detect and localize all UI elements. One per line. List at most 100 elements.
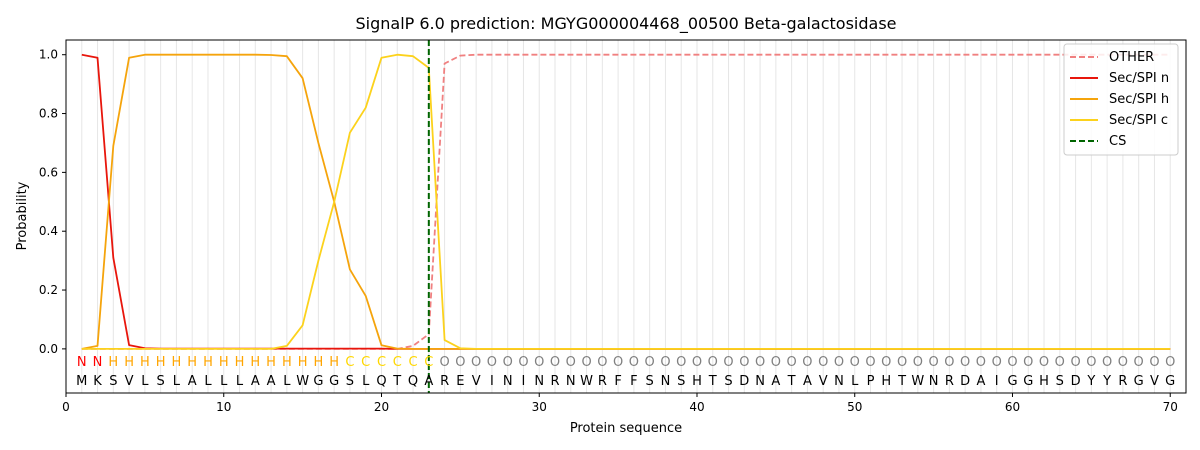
region-label: O (503, 355, 513, 370)
sequence-letter: T (787, 374, 796, 389)
sequence-letter: G (1007, 374, 1017, 389)
region-label: O (960, 355, 970, 370)
region-label: H (108, 355, 118, 370)
region-label: O (629, 355, 639, 370)
sequence-letter: N (755, 374, 765, 389)
region-label: O (850, 355, 860, 370)
region-label: O (581, 355, 591, 370)
x-tick-label: 50 (847, 400, 862, 414)
sequence-letter: F (614, 374, 621, 389)
sequence-letter: P (867, 374, 875, 389)
region-label: O (1007, 355, 1017, 370)
region-label: O (550, 355, 560, 370)
region-label: O (1134, 355, 1144, 370)
region-label: C (345, 355, 354, 370)
sequence-letter: L (283, 374, 291, 389)
y-tick-label: 0.0 (39, 342, 58, 356)
sequence-letter: A (251, 374, 260, 389)
sequence-letter: G (1134, 374, 1144, 389)
sequence-letter: A (976, 374, 985, 389)
y-tick-label: 0.6 (39, 165, 58, 179)
region-label: O (881, 355, 891, 370)
y-tick-label: 0.8 (39, 107, 58, 121)
sequence-letter: L (204, 374, 212, 389)
region-label: C (424, 355, 433, 370)
sequence-letter: S (346, 374, 354, 389)
sequence-letter: G (313, 374, 323, 389)
sequence-letter: D (1071, 374, 1081, 389)
legend: OTHER Sec/SPI n Sec/SPI h Sec/SPI c CS (1063, 43, 1179, 156)
region-label: H (203, 355, 213, 370)
region-label: O (865, 355, 875, 370)
legend-label: CS (1109, 134, 1126, 149)
region-label: O (1165, 355, 1175, 370)
region-label: H (219, 355, 229, 370)
region-label: C (377, 355, 386, 370)
sequence-letter: L (173, 374, 181, 389)
region-label: O (1070, 355, 1080, 370)
x-tick-label: 30 (532, 400, 547, 414)
region-label: H (124, 355, 134, 370)
sequence-letter: N (661, 374, 671, 389)
region-label: O (976, 355, 986, 370)
region-label: O (708, 355, 718, 370)
region-label: O (518, 355, 528, 370)
region-label: O (676, 355, 686, 370)
region-label: O (439, 355, 449, 370)
sequence-letter: E (456, 374, 464, 389)
region-label: O (897, 355, 907, 370)
region-label: H (140, 355, 150, 370)
sequence-letter: I (490, 374, 494, 389)
series-line-sec-spi-h (81, 53, 1171, 350)
x-tick-label: 0 (62, 400, 70, 414)
region-label: O (913, 355, 923, 370)
legend-label: OTHER (1109, 50, 1154, 65)
region-label: O (597, 355, 607, 370)
sequence-letter: Y (1086, 374, 1095, 389)
legend-label: Sec/SPI h (1109, 92, 1169, 107)
sequence-letter: D (739, 374, 749, 389)
sequence-letter: M (76, 374, 87, 389)
sequence-letter: V (819, 374, 828, 389)
region-label: O (771, 355, 781, 370)
region-label: H (250, 355, 260, 370)
region-label: O (802, 355, 812, 370)
y-tick-label: 1.0 (39, 48, 58, 62)
sequence-letter: W (911, 374, 924, 389)
region-label: O (1149, 355, 1159, 370)
sequence-letter: A (267, 374, 276, 389)
region-label: O (1118, 355, 1128, 370)
sequence-letter: A (803, 374, 812, 389)
plot-area: NMNKHSHVHLHSHLHAHLHLHLHAHAHLHWHGHGCSCLCQ… (39, 39, 1187, 414)
sequence-letter: F (630, 374, 637, 389)
x-tick-label: 10 (216, 400, 231, 414)
region-label: H (172, 355, 182, 370)
x-tick-label: 40 (689, 400, 704, 414)
sequence-letter: D (960, 374, 970, 389)
sequence-letter: N (503, 374, 513, 389)
region-label: H (298, 355, 308, 370)
x-tick-label: 60 (1005, 400, 1020, 414)
sequence-letter: W (580, 374, 593, 389)
region-label: O (834, 355, 844, 370)
y-axis-label: Probability (15, 181, 30, 250)
sequence-letter: V (1150, 374, 1159, 389)
x-tick-label: 20 (374, 400, 389, 414)
region-label: H (235, 355, 245, 370)
sequence-letter: S (109, 374, 117, 389)
sequence-letter: S (1056, 374, 1064, 389)
region-label: O (723, 355, 733, 370)
sequence-letter: I (522, 374, 526, 389)
sequence-letter: R (598, 374, 607, 389)
sequence-letter: R (440, 374, 449, 389)
region-label: C (393, 355, 402, 370)
sequence-letter: R (945, 374, 954, 389)
sequence-letter: K (93, 374, 102, 389)
sequence-letter: T (897, 374, 906, 389)
sequence-letter: N (929, 374, 939, 389)
sequence-letter: Q (376, 374, 386, 389)
region-label: O (739, 355, 749, 370)
sequence-letter: L (141, 374, 149, 389)
sequence-letter: V (472, 374, 481, 389)
